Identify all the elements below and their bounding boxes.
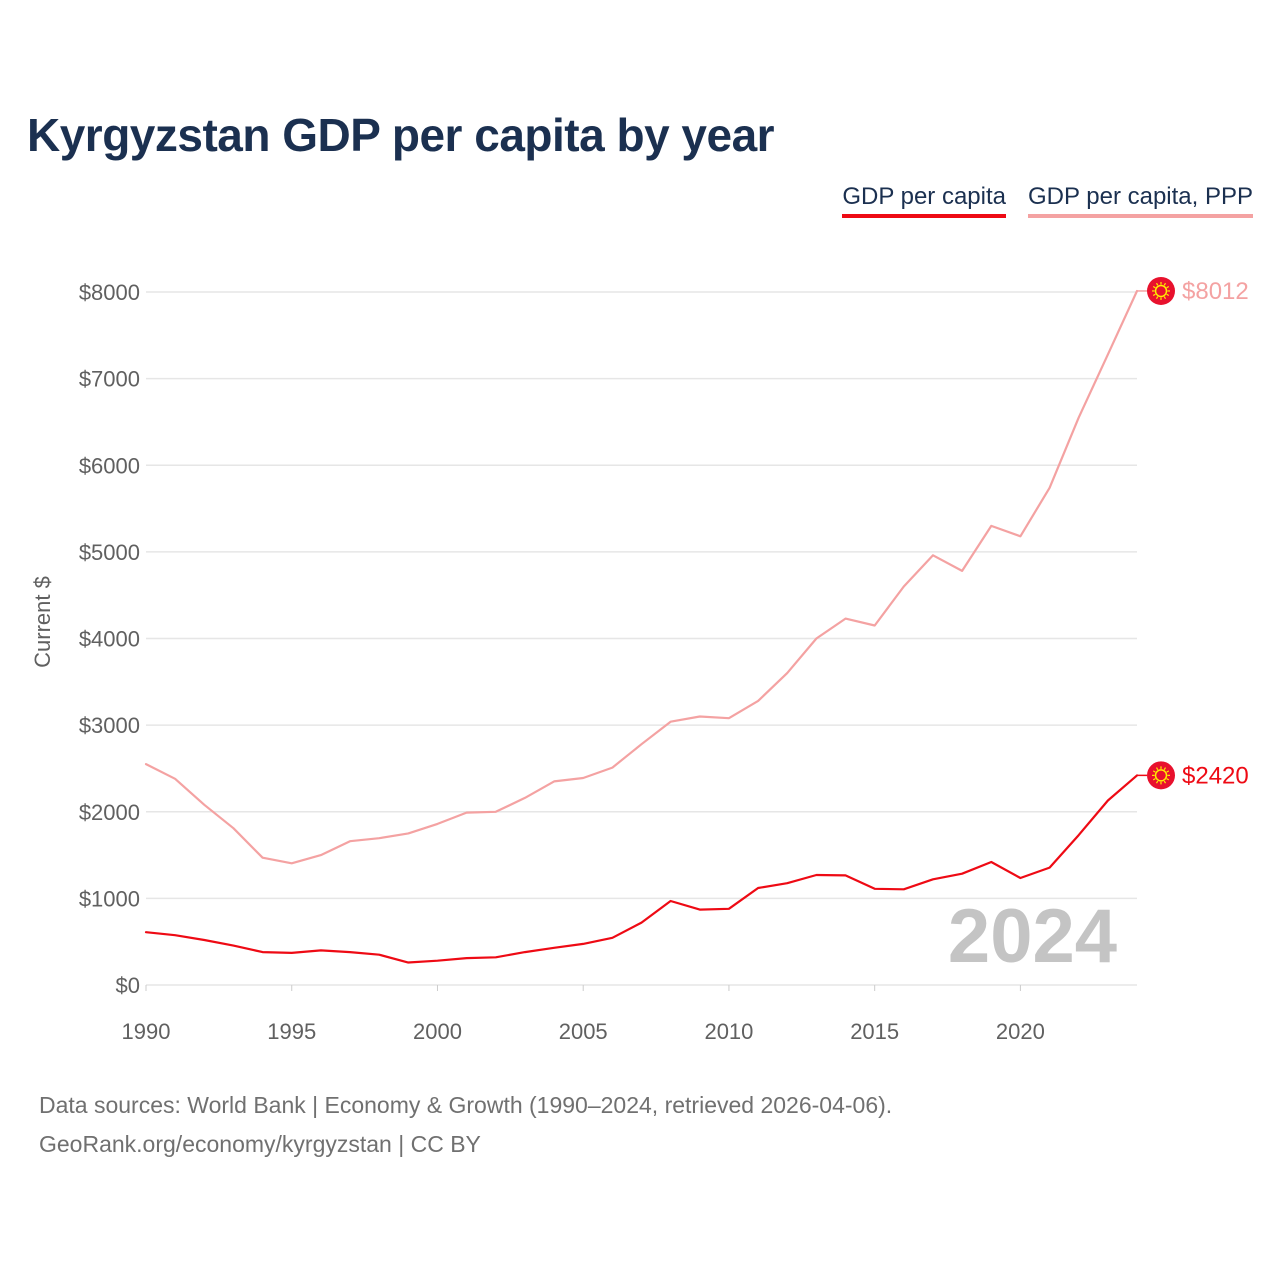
flag-sun-ray [1155,767,1159,771]
flag-sun-ray [1163,767,1167,771]
x-tick-label: 2020 [996,1019,1045,1044]
series-end-markers: $2420 $8012 [1137,276,1249,790]
chart-title: Kyrgyzstan GDP per capita by year [27,109,775,161]
y-tick-label: $8000 [79,280,140,305]
y-tick-label: $1000 [79,886,140,911]
flag-sun-ray [1163,780,1167,784]
y-tick-label: $2000 [79,800,140,825]
flag-sun-icon [1154,284,1168,298]
flag-sun-ray [1166,778,1170,781]
flag-sun-ray [1152,293,1156,296]
flag-sun-ray [1166,285,1170,289]
flag-sun-ray [1152,770,1156,773]
y-tick-label: $5000 [79,540,140,565]
flag-sun-ray [1166,293,1170,296]
x-tick-label: 2005 [559,1019,608,1044]
end-value-label-gdp: $2420 [1182,762,1249,789]
x-tick-label: 1995 [267,1019,316,1044]
x-tick-label: 2015 [850,1019,899,1044]
year-watermark: 2024 [948,894,1117,979]
y-tick-label: $0 [116,973,140,998]
legend: GDP per capita GDP per capita, PPP [842,183,1253,218]
series-lines [144,289,1139,964]
legend-item-gdp-per-capita[interactable]: GDP per capita [842,183,1006,218]
x-tick-label: 2010 [704,1019,753,1044]
flag-sun-ray [1155,296,1159,300]
flag-sun-icon [1154,769,1168,782]
flag-sun-ray [1163,296,1167,300]
x-tick-label: 2000 [413,1019,462,1044]
flag-icon [1147,276,1175,305]
flag-sun-ray [1163,282,1167,286]
footer: Data sources: World Bank | Economy & Gro… [39,1086,892,1164]
y-tick-label: $7000 [79,367,140,392]
x-tick-label: 1990 [122,1019,171,1044]
flag-sun-ray [1152,285,1156,289]
attribution-text: GeoRank.org/economy/kyrgyzstan | CC BY [39,1131,481,1157]
flag-sun-ray [1152,778,1156,781]
data-source-text: Data sources: World Bank | Economy & Gro… [39,1092,893,1118]
y-tick-label: $3000 [79,713,140,738]
flag-sun-ray [1155,282,1159,286]
end-value-label-ppp: $8012 [1182,278,1249,305]
series-line-gdp [144,774,1139,964]
y-axis-ticks: $0 $1000 $2000 $3000 $4000 $5000 $6000 $7000 $80… [79,280,140,998]
x-axis-ticks: 1990 1995 2000 2005 2010 2015 2020 [122,985,1045,1044]
legend-item-gdp-per-capita-ppp[interactable]: GDP per capita, PPP [1028,183,1253,218]
gridlines [146,291,1137,986]
y-tick-label: $6000 [79,453,140,478]
y-axis-title: Current $ [30,576,55,668]
series-line-ppp [144,289,1139,865]
flag-sun-ray [1155,780,1159,784]
flag-icon [1147,761,1175,790]
flag-sun-ray [1166,770,1170,773]
y-tick-label: $4000 [79,627,140,652]
